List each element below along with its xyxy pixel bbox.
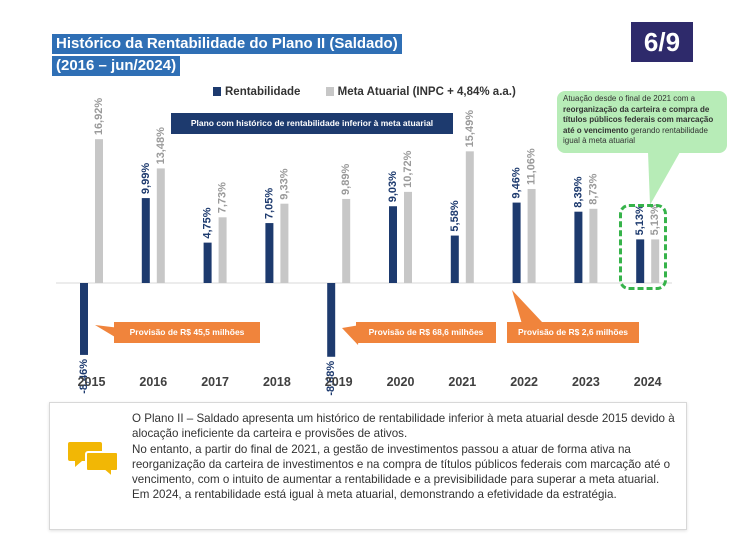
legend-label-meta: Meta Atuarial (INPC + 4,84% a.a.) (337, 86, 516, 98)
label-rentabilidade-2018: 7,05% (263, 188, 275, 219)
summary-text: O Plano II – Saldado apresenta um histór… (132, 411, 682, 503)
legend-swatch-rentabilidade (213, 87, 221, 96)
page-indicator: 6/9 (631, 22, 693, 62)
orange-arrow-2019 (342, 325, 360, 345)
bar-rentabilidade-2015 (80, 283, 88, 355)
provisao-2015-callout: Provisão de R$ 45,5 milhões (114, 322, 260, 343)
summary-paragraph-1: O Plano II – Saldado apresenta um histór… (132, 412, 675, 441)
x-tick-2018: 2018 (263, 375, 291, 389)
label-rentabilidade-2017: 4,75% (202, 207, 214, 238)
label-rentabilidade-2021: 5,58% (449, 200, 461, 231)
bar-meta-2024 (651, 239, 660, 283)
provisao-2022-callout: Provisão de R$ 2,6 milhões (507, 322, 639, 343)
x-tick-2023: 2023 (572, 375, 600, 389)
bar-meta-2018 (280, 203, 289, 283)
x-tick-2021: 2021 (448, 375, 476, 389)
provisao-2019-callout: Provisão de R$ 68,6 milhões (356, 322, 496, 343)
title-line-2: (2016 – jun/2024) (52, 56, 181, 76)
label-meta-2020: 10,72% (402, 150, 414, 188)
legend-swatch-meta (325, 87, 334, 96)
bar-rentabilidade-2021 (450, 235, 459, 283)
bar-rentabilidade-2017 (203, 242, 212, 283)
legend-label-rentabilidade: Rentabilidade (225, 86, 301, 98)
x-tick-2024: 2024 (634, 375, 662, 389)
title-line-1: Histórico da Rentabilidade do Plano II (… (52, 34, 402, 54)
orange-arrow-2015 (95, 325, 120, 340)
legend-item-meta: Meta Atuarial (INPC + 4,84% a.a.) (325, 86, 516, 98)
label-meta-2018: 9,33% (278, 168, 290, 199)
summary-paragraph-2: No entanto, a partir do final de 2021, a… (132, 442, 671, 487)
label-rentabilidade-2019: -8,68% (325, 361, 337, 396)
bar-rentabilidade-2016 (141, 198, 150, 283)
x-tick-2019: 2019 (325, 375, 353, 389)
bar-meta-2021 (465, 151, 474, 283)
bar-meta-2023 (589, 208, 598, 283)
label-meta-2021: 15,49% (464, 110, 476, 148)
page-title: Histórico da Rentabilidade do Plano II (… (52, 34, 402, 78)
bubble-text-bold: reorganização da carteira e compra de tí… (563, 104, 714, 135)
label-meta-2023: 8,73% (587, 173, 599, 204)
orange-arrow-2022 (512, 290, 542, 324)
label-meta-2016: 13,48% (155, 127, 167, 165)
summary-box: O Plano II – Saldado apresenta um histór… (49, 402, 687, 530)
x-tick-2016: 2016 (139, 375, 167, 389)
bar-rentabilidade-2023 (574, 211, 583, 283)
bar-chart: -8,46% 16,92% 2015 9,99%13,48% 2016 4,75%7,73… (56, 98, 680, 396)
label-meta-2022: 11,06% (526, 148, 538, 185)
chart-legend: Rentabilidade Meta Atuarial (INPC + 4,84… (213, 86, 538, 98)
bar-rentabilidade-2020 (389, 206, 397, 283)
summary-paragraph-3: Em 2024, a rentabilidade está igual à me… (132, 488, 617, 502)
label-meta-2019: 9,89% (340, 164, 352, 195)
legend-item-rentabilidade: Rentabilidade (213, 86, 300, 98)
strategy-note-bubble: Atuação desde o final de 2021 com a reor… (557, 91, 727, 153)
x-tick-2020: 2020 (387, 375, 415, 389)
bubble-text-2: gerando rentabilidade igual à meta atuar… (563, 125, 708, 146)
bubble-tail (648, 152, 680, 205)
label-rentabilidade-2024: 5,13% (634, 204, 646, 235)
bar-meta-2019 (342, 198, 351, 283)
label-rentabilidade-2022: 9,46% (511, 167, 523, 198)
x-tick-2017: 2017 (201, 375, 229, 389)
label-rentabilidade-2015: -8,46% (78, 359, 90, 394)
bubble-text-1: Atuação desde o final de 2021 com a (563, 94, 696, 103)
inferior-history-banner: Plano com histórico de rentabilidade inf… (171, 113, 453, 134)
bar-meta-2015 (95, 139, 103, 283)
label-meta-2017: 7,73% (217, 182, 229, 213)
bar-meta-2017 (218, 217, 227, 283)
label-rentabilidade-2016: 9,99% (140, 163, 152, 194)
label-rentabilidade-2020: 9,03% (387, 171, 399, 202)
bar-rentabilidade-2019 (327, 283, 336, 357)
bar-rentabilidade-2018 (265, 223, 274, 283)
label-meta-2015: 16,92% (93, 98, 105, 136)
chat-bubbles-icon (68, 439, 120, 484)
label-rentabilidade-2023: 8,39% (572, 176, 584, 207)
bar-meta-2020 (404, 191, 412, 283)
bar-rentabilidade-2022 (512, 202, 521, 283)
x-tick-2022: 2022 (510, 375, 538, 389)
bar-meta-2022 (527, 188, 536, 283)
bar-rentabilidade-2024 (636, 239, 645, 283)
bar-meta-2016 (156, 168, 165, 283)
x-tick-2015: 2015 (78, 375, 106, 389)
highlight-2024-box (619, 204, 667, 290)
